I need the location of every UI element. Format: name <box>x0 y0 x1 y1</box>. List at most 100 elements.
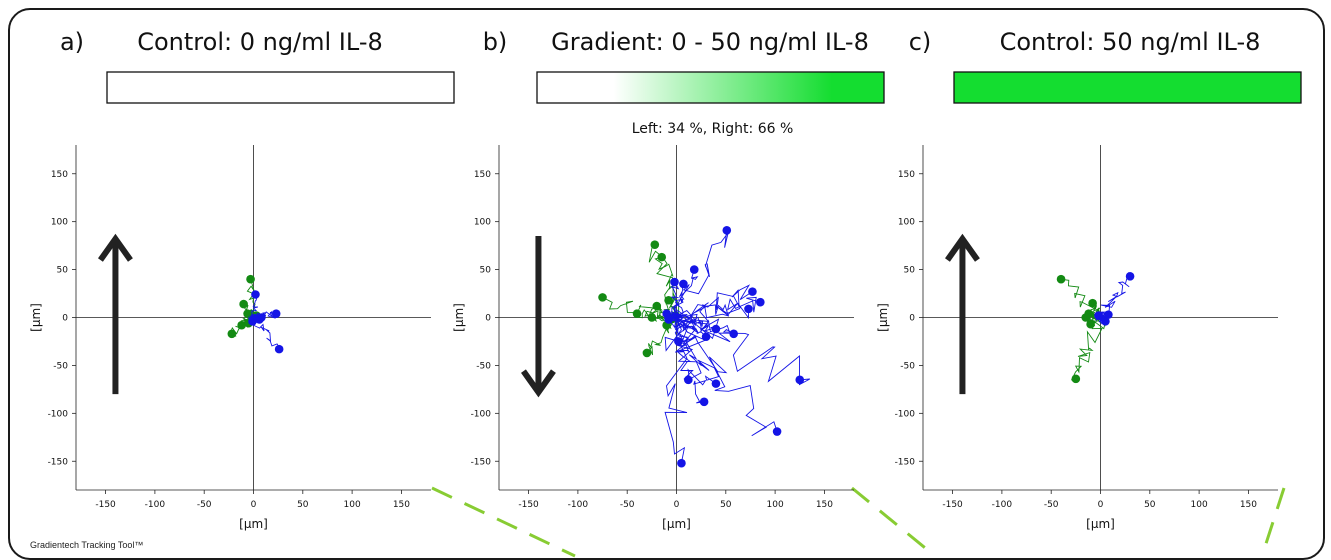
x-tick-label: -50 <box>197 500 212 510</box>
track-endpoint <box>1125 271 1135 281</box>
x-tick-label: 100 <box>344 500 361 510</box>
track-endpoint <box>1104 310 1113 319</box>
y-tick-label: 50 <box>904 266 916 276</box>
track-endpoint <box>684 375 693 385</box>
y-tick-label: 150 <box>474 170 491 180</box>
panel-1: a) Control: 0 ng/ml IL-8 -150 -100 -50 0 50 100… <box>29 28 455 531</box>
y-axis-label: [µm] <box>876 303 890 332</box>
panel-title: Gradient: 0 - 50 ng/ml IL-8 <box>551 28 869 56</box>
x-tick-label: 100 <box>767 500 784 510</box>
track-endpoint <box>1088 298 1097 308</box>
y-tick-label: 150 <box>51 170 68 180</box>
x-tick-label: -100 <box>568 500 589 510</box>
cell-track <box>676 314 811 386</box>
x-tick-label: 0 <box>674 500 680 510</box>
callout-dashed-line <box>851 486 936 558</box>
cell-track <box>676 317 720 384</box>
gradient-split-label: Left: 34 %, Right: 66 % <box>632 121 794 137</box>
track-endpoint <box>598 293 607 302</box>
track-endpoint <box>227 329 237 339</box>
track-endpoint <box>699 397 709 407</box>
y-tick-label: -100 <box>895 409 916 419</box>
y-tick-label: -100 <box>48 409 69 419</box>
x-tick-label: -50 <box>1044 500 1059 510</box>
panel-title: Control: 50 ng/ml IL-8 <box>1000 28 1261 56</box>
cell-track <box>1098 272 1131 318</box>
panel-3: c) Control: 50 ng/ml IL-8 -150 -100 -50 0 50 10… <box>876 28 1302 531</box>
track-endpoint <box>251 290 260 299</box>
x-tick-label: -150 <box>942 500 963 510</box>
track-endpoint <box>1056 274 1066 284</box>
y-tick-label: 0 <box>909 314 915 324</box>
track-endpoint <box>748 287 757 296</box>
track-endpoint <box>756 297 765 307</box>
track-endpoint <box>239 299 248 309</box>
x-tick-label: 0 <box>251 500 257 510</box>
cell-track <box>1070 317 1107 381</box>
y-tick-label: 100 <box>474 218 491 228</box>
x-tick-label: -100 <box>992 500 1013 510</box>
panel-2: b) Gradient: 0 - 50 ng/ml IL-8 Left: 34 %,… <box>452 28 885 531</box>
y-tick-label: -150 <box>48 457 69 467</box>
track-endpoint <box>271 309 281 318</box>
x-tick-label: 50 <box>1144 500 1156 510</box>
y-tick-label: 0 <box>62 314 68 324</box>
concentration-bar <box>536 71 885 104</box>
track-endpoint <box>711 379 721 388</box>
concentration-bar <box>953 71 1302 104</box>
x-axis-label: [µm] <box>662 517 691 531</box>
track-endpoint <box>664 315 673 324</box>
cell-track <box>676 313 717 332</box>
x-tick-label: 50 <box>720 500 732 510</box>
track-endpoint <box>744 304 753 314</box>
track-endpoint <box>722 225 732 235</box>
x-tick-label: 150 <box>393 500 410 510</box>
direction-arrow-head <box>944 233 980 262</box>
panels-layer: a) Control: 0 ng/ml IL-8 -150 -100 -50 0 50 100… <box>29 28 1302 531</box>
track-endpoint <box>772 427 782 436</box>
y-tick-label: -50 <box>476 361 491 371</box>
x-tick-label: -150 <box>95 500 116 510</box>
x-tick-label: -50 <box>620 500 635 510</box>
y-tick-label: 100 <box>51 218 68 228</box>
track-endpoint <box>274 344 284 354</box>
concentration-bar <box>106 71 455 104</box>
cell-track <box>669 230 729 318</box>
y-tick-label: -150 <box>895 457 916 467</box>
track-endpoint <box>729 329 738 339</box>
x-tick-label: 100 <box>1191 500 1208 510</box>
x-tick-label: 0 <box>1098 500 1104 510</box>
cell-track <box>1057 278 1101 318</box>
y-tick-label: 50 <box>57 266 69 276</box>
track-endpoint <box>257 313 266 322</box>
y-tick-label: -50 <box>900 361 915 371</box>
track-endpoint <box>246 274 255 284</box>
track-endpoint <box>689 265 699 274</box>
y-tick-label: 150 <box>898 170 915 180</box>
track-endpoint <box>632 309 642 318</box>
track-endpoint <box>679 279 688 289</box>
panel-letter: b) <box>483 28 508 56</box>
x-tick-label: 150 <box>816 500 833 510</box>
y-tick-label: 50 <box>480 266 492 276</box>
cell-track <box>668 317 694 381</box>
callout-lines <box>431 486 1286 558</box>
direction-arrow-head <box>520 369 556 398</box>
track-endpoint <box>657 252 667 262</box>
y-axis-label: [µm] <box>452 303 466 332</box>
panel-title: Control: 0 ng/ml IL-8 <box>137 28 383 56</box>
x-tick-label: -100 <box>145 500 166 510</box>
panel-letter: c) <box>909 28 932 56</box>
x-axis-label: [µm] <box>239 517 268 531</box>
x-tick-label: 150 <box>1240 500 1257 510</box>
y-tick-label: 100 <box>898 218 915 228</box>
cell-track <box>664 317 688 464</box>
callout-dashed-line <box>431 486 576 558</box>
y-tick-label: 0 <box>485 314 491 324</box>
footer-credit: Gradientech Tracking Tool™ <box>30 540 144 550</box>
track-endpoint <box>711 324 721 334</box>
track-endpoint <box>1086 319 1095 329</box>
track-endpoint <box>1071 374 1081 384</box>
